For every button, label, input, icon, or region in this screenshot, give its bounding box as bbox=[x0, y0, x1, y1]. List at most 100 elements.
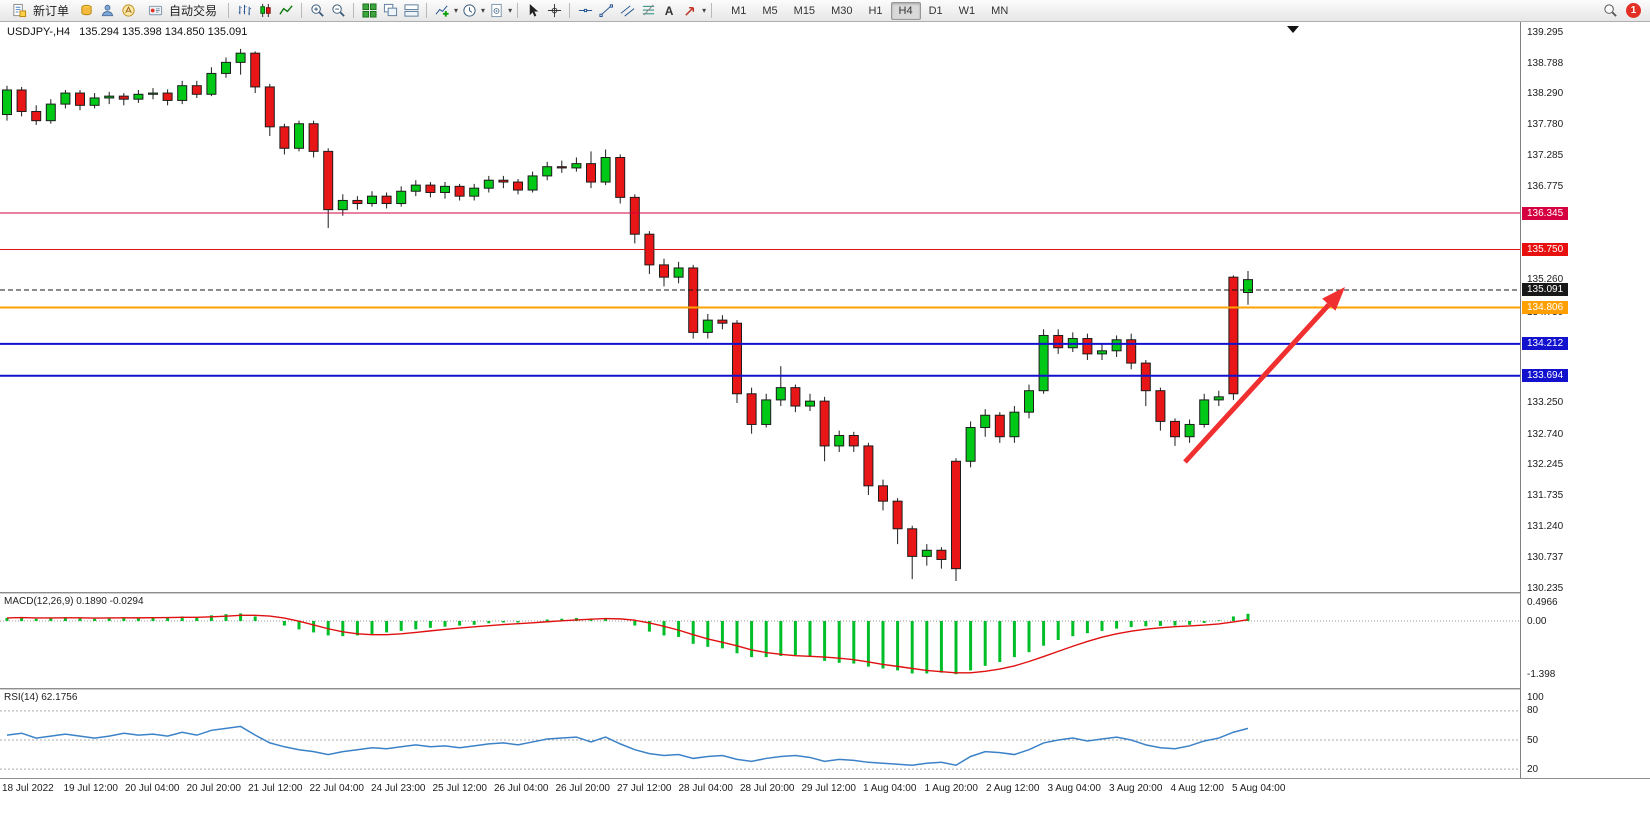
time-axis-label: 28 Jul 20:00 bbox=[740, 783, 795, 794]
cursor-button[interactable] bbox=[523, 2, 543, 20]
timeframe-m15[interactable]: M15 bbox=[793, 4, 816, 17]
trend-arrow-annotation[interactable] bbox=[1183, 287, 1345, 464]
price-axis[interactable]: 139.295 138.788 138.290 137.780 137.285 136.7… bbox=[1521, 22, 1650, 778]
arrow-tools-button[interactable] bbox=[680, 2, 700, 20]
search-icon bbox=[1603, 4, 1617, 17]
toolbar-separator bbox=[353, 3, 355, 18]
price-chart-panel[interactable]: USDJPY-,H4 135.294 135.398 134.850 135.09… bbox=[0, 22, 1520, 592]
candlestick-chart-icon bbox=[259, 3, 271, 18]
panel-divider[interactable] bbox=[0, 592, 1650, 594]
market-watch-button[interactable] bbox=[76, 2, 96, 20]
price-axis-tick: 136.775 bbox=[1527, 181, 1564, 193]
rsi-axis-tick: 80 bbox=[1527, 705, 1539, 717]
cursor-icon bbox=[529, 3, 538, 17]
price-axis-tick: 137.285 bbox=[1527, 149, 1564, 161]
profile-button[interactable] bbox=[97, 2, 117, 20]
crosshair-button[interactable] bbox=[544, 2, 564, 20]
trendline-icon bbox=[599, 4, 613, 17]
templates-dropdown[interactable]: ▾ bbox=[508, 6, 513, 15]
time-axis-label: 19 Jul 12:00 bbox=[63, 783, 119, 794]
toolbar-separator bbox=[301, 3, 303, 18]
rsi-axis-tick: 50 bbox=[1527, 734, 1539, 746]
time-axis-label: 3 Aug 20:00 bbox=[1109, 783, 1163, 794]
timeframe-w1[interactable]: W1 bbox=[958, 4, 976, 17]
candlestick-chart[interactable] bbox=[0, 22, 1520, 592]
bar-chart-icon bbox=[238, 4, 251, 16]
trendline-button[interactable] bbox=[596, 2, 616, 20]
cascade-windows-button[interactable] bbox=[380, 2, 400, 20]
time-axis[interactable]: 18 Jul 2022 19 Jul 12:00 20 Jul 04:00 20 Ju… bbox=[0, 778, 1650, 801]
horizontal-line-button[interactable] bbox=[575, 2, 595, 20]
arrow-tools-dropdown[interactable]: ▾ bbox=[702, 6, 707, 15]
time-axis-label: 24 Jul 23:00 bbox=[371, 783, 426, 794]
timeframe-mn[interactable]: MN bbox=[991, 4, 1009, 17]
fibonacci-button[interactable] bbox=[638, 2, 658, 20]
tile-horizontal-button[interactable] bbox=[401, 2, 421, 20]
timeframe-h1[interactable]: H1 bbox=[868, 4, 883, 17]
crosshair-icon bbox=[547, 3, 561, 18]
price-axis-tick: 135.260 bbox=[1527, 274, 1564, 286]
candlestick-chart-button[interactable] bbox=[255, 2, 275, 20]
text-label-button[interactable]: A bbox=[659, 2, 679, 20]
tile-windows-button[interactable] bbox=[359, 2, 379, 20]
macd-panel[interactable]: MACD(12,26,9) 0.1890 -0.0294 bbox=[0, 594, 1520, 688]
price-line-label: 135.750 bbox=[1522, 243, 1569, 257]
rsi-chart[interactable] bbox=[0, 690, 1520, 778]
price-axis-tick: 131.735 bbox=[1527, 490, 1564, 502]
line-chart-button[interactable] bbox=[276, 2, 296, 20]
timeframe-d1[interactable]: D1 bbox=[928, 4, 943, 17]
timeframe-m30[interactable]: M30 bbox=[831, 4, 853, 17]
indicators-dropdown[interactable]: ▾ bbox=[454, 6, 459, 15]
time-axis-label: 26 Jul 20:00 bbox=[555, 783, 611, 794]
price-line-label: 136.345 bbox=[1522, 206, 1569, 220]
equidistant-channel-button[interactable] bbox=[617, 2, 637, 20]
templates-icon bbox=[490, 3, 502, 18]
text-tool-icon: A bbox=[664, 3, 674, 18]
price-axis-tick: 138.788 bbox=[1527, 57, 1564, 69]
auto-trading-button[interactable]: 自动交易 bbox=[139, 2, 223, 20]
profile-icon bbox=[101, 4, 113, 17]
notification-badge[interactable]: 1 bbox=[1626, 3, 1641, 18]
tile-horizontal-icon bbox=[404, 4, 419, 17]
timeframe-h4[interactable]: H4 bbox=[890, 1, 921, 20]
toolbar-separator bbox=[426, 3, 428, 18]
symbol-title: USDJPY-,H4 bbox=[7, 26, 71, 38]
new-order-label: 新订单 bbox=[33, 4, 70, 18]
equidistant-channel-icon bbox=[620, 5, 634, 17]
price-axis-tick: 130.737 bbox=[1527, 551, 1564, 563]
indicators-icon bbox=[435, 5, 449, 17]
timeframe-m1[interactable]: M1 bbox=[731, 4, 747, 17]
templates-button[interactable] bbox=[486, 2, 506, 20]
periods-button[interactable] bbox=[459, 2, 479, 20]
horizontal-line-icon bbox=[578, 8, 592, 13]
time-axis-label: 29 Jul 12:00 bbox=[801, 783, 857, 794]
macd-axis-tick: -1.398 bbox=[1527, 668, 1556, 680]
time-axis-label: 21 Jul 12:00 bbox=[248, 783, 303, 794]
zoom-out-button[interactable] bbox=[328, 2, 348, 20]
price-line-label: 135.091 bbox=[1522, 283, 1569, 297]
macd-axis-tick: 0.00 bbox=[1527, 615, 1547, 627]
macd-signal-line bbox=[6, 614, 1249, 674]
community-icon bbox=[121, 4, 135, 17]
toolbar-separator bbox=[569, 3, 571, 18]
periods-dropdown[interactable]: ▾ bbox=[481, 6, 486, 15]
indicators-button[interactable] bbox=[432, 2, 452, 20]
new-order-icon bbox=[9, 2, 29, 20]
community-button[interactable] bbox=[118, 2, 138, 20]
timeframe-m5[interactable]: M5 bbox=[762, 4, 778, 17]
zoom-in-button[interactable] bbox=[307, 2, 327, 20]
toolbar-separator bbox=[711, 3, 713, 18]
panel-divider[interactable] bbox=[0, 688, 1650, 690]
macd-chart[interactable] bbox=[0, 594, 1520, 688]
rsi-panel[interactable]: RSI(14) 62.1756 bbox=[0, 690, 1520, 778]
search-button[interactable] bbox=[1600, 2, 1620, 20]
periods-clock-icon bbox=[462, 4, 476, 17]
rsi-axis-tick: 100 bbox=[1527, 692, 1544, 703]
bar-chart-button[interactable] bbox=[234, 2, 254, 20]
timeframe-group: M1 M5 M15 M30 H1 H4 D1 W1 MN bbox=[723, 1, 1016, 20]
rsi-label: RSI(14) 62.1756 bbox=[4, 692, 78, 703]
new-order-button[interactable]: 新订单 bbox=[3, 2, 75, 20]
auto-trading-icon bbox=[145, 2, 165, 20]
time-axis-label: 5 Aug 04:00 bbox=[1232, 783, 1286, 794]
macd-label: MACD(12,26,9) 0.1890 -0.0294 bbox=[4, 596, 144, 607]
